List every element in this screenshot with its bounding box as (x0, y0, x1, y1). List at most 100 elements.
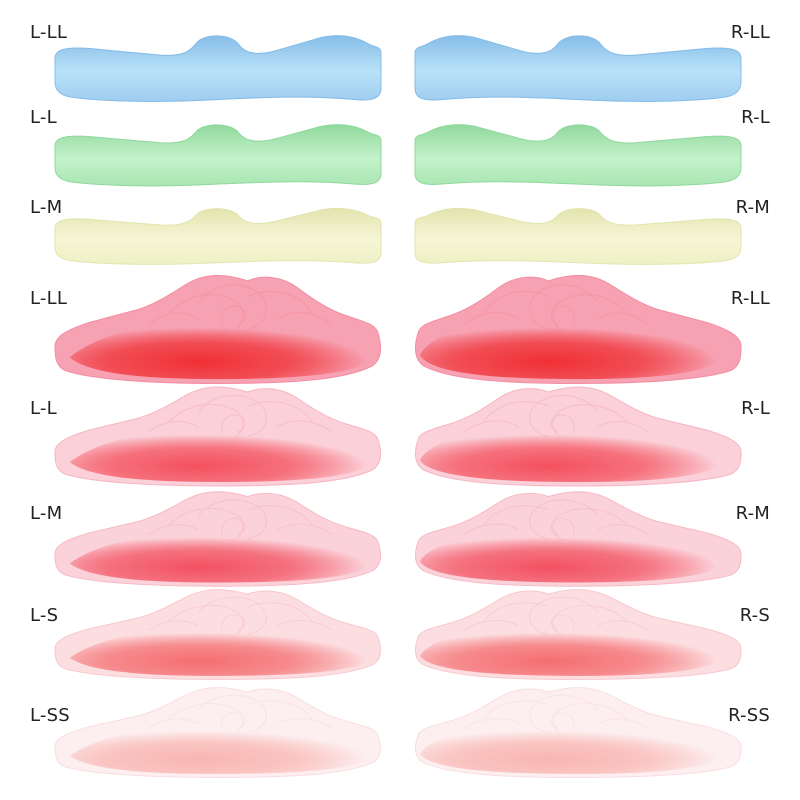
rose-pattern-line (552, 605, 628, 639)
pad-row: L-M R-M (0, 195, 800, 270)
right-pad (410, 382, 746, 492)
rose-pattern-line (463, 311, 520, 326)
rose-pattern-line (463, 717, 520, 729)
rose-pattern-line (276, 420, 333, 433)
rose-pattern-line (550, 517, 575, 536)
left-size-label: L-S (30, 605, 59, 626)
rose-pattern-line (221, 712, 246, 729)
right-pad (410, 487, 746, 592)
rose-pattern-line (550, 614, 575, 631)
pad-core (419, 425, 727, 482)
pad-core (419, 722, 727, 774)
right-pad (410, 270, 746, 390)
pad-row: L-M R-M (0, 487, 800, 592)
rose-pattern-line (550, 414, 575, 433)
rose-pattern-line (483, 290, 549, 314)
rose-pattern-line (552, 403, 628, 441)
left-lash-pad-1 (54, 124, 382, 187)
left-size-label: L-LL (30, 22, 68, 43)
rose-pattern-line (597, 620, 648, 631)
rose-pattern-line (197, 499, 267, 540)
left-lash-pad-2 (54, 207, 382, 265)
pad-row: L-SS R-SS (0, 683, 800, 783)
rose-pattern-line (529, 694, 599, 733)
rose-pattern-line (463, 619, 520, 631)
pad-core (69, 722, 377, 774)
rose-pattern-line (483, 505, 549, 526)
left-pad (50, 195, 386, 270)
right-size-label: R-L (741, 107, 770, 128)
rose-pattern-line (221, 517, 246, 536)
rose-pattern-line (247, 505, 313, 526)
rose-pattern-line (552, 508, 628, 543)
right-pad (410, 585, 746, 685)
right-pad (410, 195, 746, 270)
rose-pattern-line (168, 293, 244, 334)
rose-pattern-line (168, 703, 244, 737)
rose-pattern-line (148, 420, 199, 433)
rose-pattern-line (529, 395, 599, 437)
left-pad (50, 382, 386, 492)
pad-core (69, 528, 377, 583)
pad-body (54, 124, 382, 187)
rose-pattern-line (483, 401, 549, 423)
left-pad (50, 20, 386, 108)
rose-pattern-line (197, 395, 267, 437)
rose-pattern-line (550, 305, 575, 326)
left-size-label: L-M (30, 197, 63, 218)
right-lash-pad-5 (414, 491, 742, 587)
rose-pattern-line (197, 596, 267, 635)
right-lash-pad-0 (414, 35, 742, 102)
left-size-label: L-L (30, 107, 57, 128)
right-lash-pad-3 (414, 274, 742, 385)
rose-pattern-line (552, 293, 628, 334)
rose-pattern-line (247, 602, 313, 622)
rose-pattern-line (197, 284, 267, 330)
rose-pattern-line (247, 700, 313, 720)
rose-pattern-line (597, 420, 648, 433)
pad-body (54, 207, 382, 265)
rose-pattern-line (597, 312, 648, 326)
pad-core (419, 528, 727, 583)
left-lash-pad-3 (54, 274, 382, 385)
pad-core (69, 317, 377, 380)
rose-pattern-line (276, 311, 333, 326)
rose-pattern-line (529, 596, 599, 635)
rose-pattern-line (168, 605, 244, 639)
left-lash-pad-7 (54, 687, 382, 779)
pad-row: L-LL R-LL (0, 270, 800, 390)
rose-pattern-line (463, 523, 520, 536)
right-lash-pad-4 (414, 386, 742, 487)
right-lash-pad-2 (414, 207, 742, 265)
left-pad (50, 110, 386, 192)
left-size-label: L-M (30, 503, 63, 524)
rose-pattern-line (197, 694, 267, 733)
pad-core (419, 624, 727, 676)
rose-pattern-line (148, 620, 199, 631)
right-size-label: R-M (735, 503, 770, 524)
left-pad (50, 487, 386, 592)
right-lash-pad-7 (414, 687, 742, 779)
right-size-label: R-LL (730, 22, 770, 43)
pad-body (414, 207, 742, 265)
left-pad (50, 585, 386, 685)
rose-pattern-line (483, 602, 549, 622)
pad-row: L-S R-S (0, 585, 800, 685)
right-lash-pad-1 (414, 124, 742, 187)
left-size-label: L-SS (30, 705, 70, 726)
rose-pattern-line (276, 619, 333, 631)
left-lash-pad-4 (54, 386, 382, 487)
pad-core (69, 624, 377, 676)
rose-pattern-line (148, 312, 199, 326)
rose-pattern-line (221, 614, 246, 631)
right-lash-pad-6 (414, 589, 742, 681)
rose-pattern-line (168, 508, 244, 543)
rose-pattern-line (221, 414, 246, 433)
left-lash-pad-0 (54, 35, 382, 102)
right-size-label: R-SS (728, 705, 770, 726)
left-pad (50, 270, 386, 390)
rose-pattern-line (483, 700, 549, 720)
right-pad (410, 683, 746, 783)
rose-pattern-line (221, 305, 246, 326)
rose-pattern-line (529, 499, 599, 540)
